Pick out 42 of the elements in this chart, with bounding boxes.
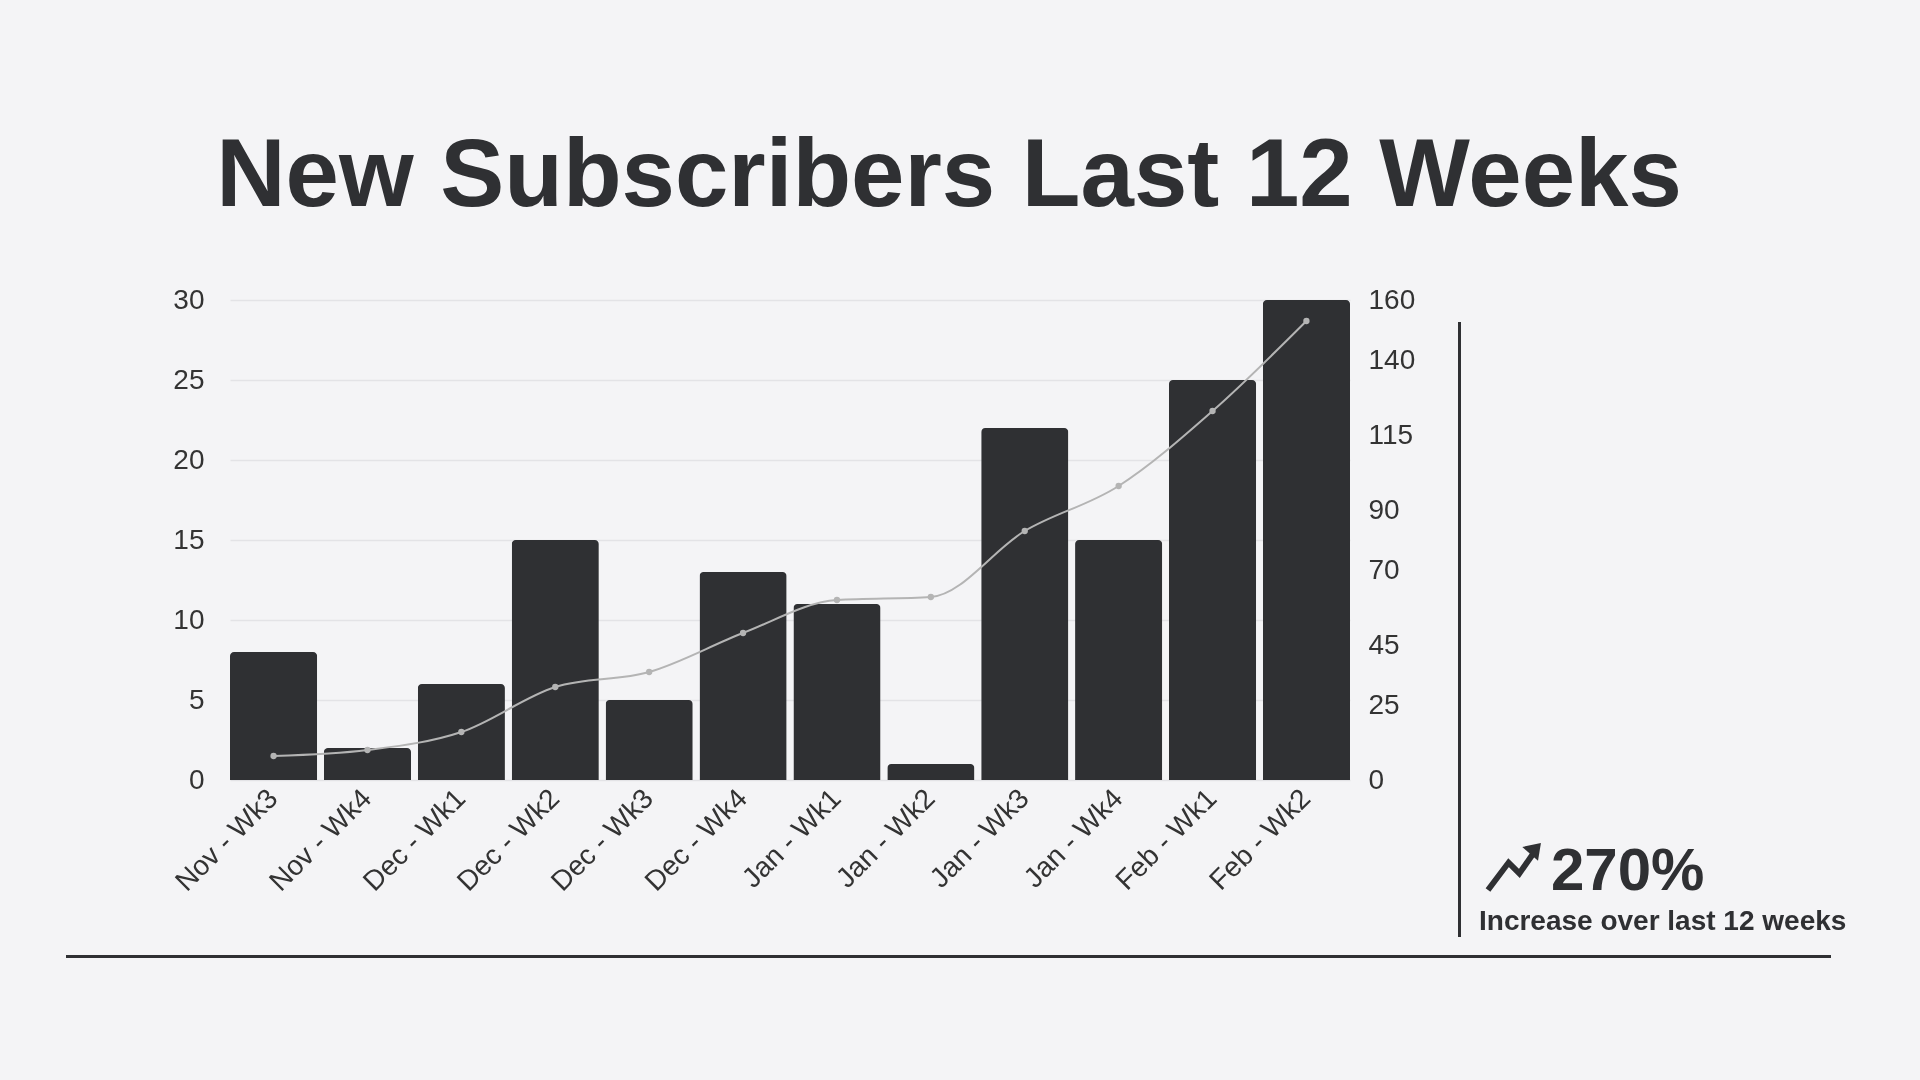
y2-tick-label: 160	[1368, 283, 1416, 315]
bar	[699, 572, 787, 780]
point	[458, 728, 465, 736]
bar	[605, 700, 693, 780]
bar	[417, 684, 505, 780]
y-tick-label: 0	[188, 763, 205, 795]
bar	[1168, 380, 1257, 780]
bar	[793, 604, 881, 780]
y-tick-label: 30	[173, 283, 205, 315]
y2-tick-label: 115	[1368, 418, 1414, 450]
point	[552, 683, 559, 691]
point	[1209, 407, 1216, 415]
y2-tick-label: 140	[1368, 343, 1416, 375]
y-tick-label: 25	[173, 363, 205, 395]
point	[1115, 482, 1122, 490]
text: 270%	[1551, 836, 1705, 903]
y-tick-label: 15	[173, 523, 205, 555]
bar	[981, 428, 1069, 780]
y2-tick-label: 0	[1368, 763, 1385, 795]
bar	[887, 764, 975, 780]
point	[739, 629, 747, 637]
point	[270, 752, 277, 760]
y-tick-label: 20	[173, 443, 205, 475]
y2-tick-label: 70	[1368, 553, 1400, 585]
bar	[323, 748, 412, 780]
bar	[1075, 540, 1163, 780]
y2-tick-label: 90	[1368, 493, 1400, 525]
point	[364, 746, 371, 754]
y2-tick-label: 45	[1368, 628, 1400, 660]
chart-title: New Subscribers Last 12 Weeks	[216, 119, 1682, 226]
point	[927, 593, 935, 601]
point	[645, 668, 653, 676]
bar	[230, 652, 318, 780]
y2-tick-label: 25	[1368, 688, 1400, 720]
y-tick-label: 10	[173, 603, 205, 635]
point	[1303, 317, 1310, 325]
bar	[1262, 300, 1350, 780]
y-tick-label: 5	[188, 683, 205, 715]
point	[1021, 527, 1028, 535]
text: Increase over last 12 weeks	[1479, 905, 1847, 936]
bar	[511, 540, 599, 780]
point	[833, 596, 841, 604]
